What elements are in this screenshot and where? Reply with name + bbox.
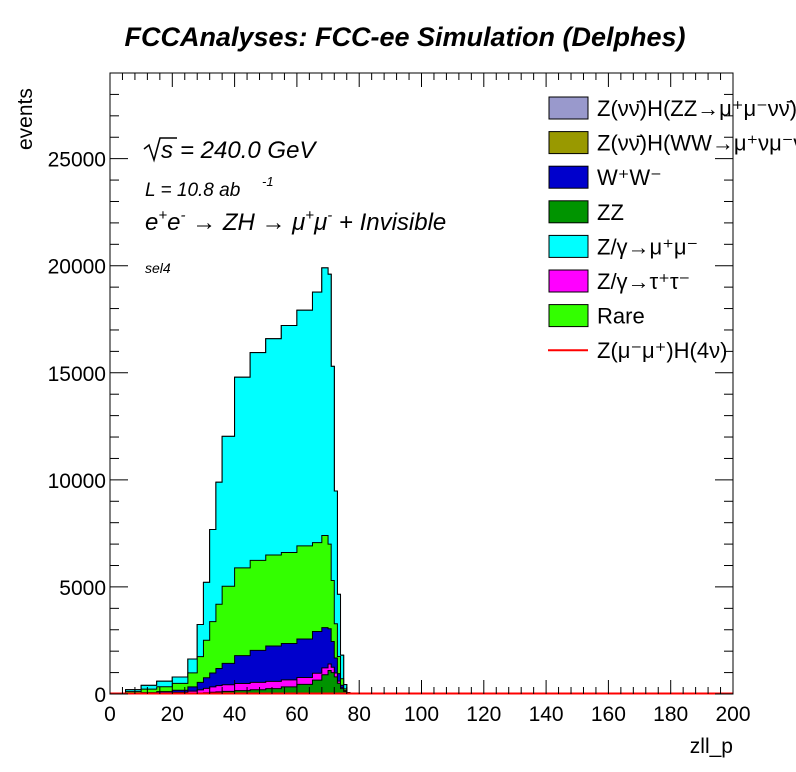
x-tick-label: 20 <box>161 703 184 726</box>
x-tick-label: 180 <box>653 703 688 726</box>
y-axis: 0 5000 10000 15000 20000 25000 <box>48 72 733 707</box>
svg-text:L = 10.8 ab: L = 10.8 ab <box>145 180 240 201</box>
svg-text:= 240.0 GeV: = 240.0 GeV <box>180 137 317 164</box>
x-axis-label: zll_p <box>690 735 733 758</box>
legend-label: Z/γ→τ⁺τ⁻ <box>597 269 690 294</box>
sqrt-symbol <box>143 137 177 163</box>
legend-label: Rare <box>597 304 645 329</box>
legend-swatch <box>548 304 589 328</box>
x-tick-label: 200 <box>715 703 750 726</box>
y-tick-label: 0 <box>94 684 106 707</box>
legend-item-1: Z(νν̄)H(WW→μ⁺νμ⁻ν̄) <box>548 131 796 156</box>
x-tick-label: 40 <box>223 703 246 726</box>
selection-annotation: sel4 <box>145 260 171 276</box>
legend: Z(νν̄)H(ZZ→μ⁺μ⁻νν̄) Z(νν̄)H(WW→μ⁺νμ⁻ν̄) W⁺… <box>548 96 796 363</box>
legend-label: W⁺W⁻ <box>597 165 662 190</box>
legend-label: Z(νν̄)H(WW→μ⁺νμ⁻ν̄) <box>597 131 796 156</box>
x-axis: 0 20 40 60 80 100 120 140 160 180 200 <box>104 73 751 726</box>
y-tick-label: 10000 <box>48 470 106 493</box>
x-tick-label: 0 <box>104 703 116 726</box>
x-tick-label: 120 <box>466 703 501 726</box>
y-tick-label: 15000 <box>48 363 106 386</box>
process-annotation: e+e- → ZH → μ+μ- + Invisible <box>145 207 446 236</box>
legend-swatch <box>548 96 589 120</box>
legend-label: Z(μ⁻μ⁺)H(4ν) <box>597 338 727 363</box>
x-tick-label: 80 <box>348 703 371 726</box>
y-axis-label: events <box>14 88 37 150</box>
legend-item-2: W⁺W⁻ <box>548 165 662 190</box>
chart-title: FCCAnalyses: FCC-ee Simulation (Delphes) <box>124 22 685 52</box>
y-tick-label: 25000 <box>48 149 106 172</box>
svg-text:-1: -1 <box>262 174 274 189</box>
legend-item-3: ZZ <box>548 200 624 225</box>
plot-area <box>109 72 734 695</box>
legend-item-5: Z/γ→τ⁺τ⁻ <box>548 269 690 294</box>
lumi-annotation: L = 10.8 ab -1 <box>145 174 274 201</box>
y-tick-label: 20000 <box>48 256 106 279</box>
legend-label: Z(νν̄)H(ZZ→μ⁺μ⁻νν̄) <box>597 96 796 121</box>
legend-label: Z/γ→μ⁺μ⁻ <box>597 234 698 259</box>
x-tick-label: 160 <box>591 703 626 726</box>
x-tick-label: 100 <box>404 703 439 726</box>
legend-swatch <box>548 131 589 155</box>
sqrt-s-annotation: s = 240.0 GeV <box>143 137 317 164</box>
legend-item-0: Z(νν̄)H(ZZ→μ⁺μ⁻νν̄) <box>548 96 796 121</box>
x-tick-label: 140 <box>529 703 564 726</box>
legend-swatch <box>548 165 589 189</box>
legend-swatch <box>548 200 589 224</box>
svg-text:e+e- → ZH → μ+μ- + Invisible: e+e- → ZH → μ+μ- + Invisible <box>145 207 446 236</box>
legend-swatch <box>548 234 589 258</box>
svg-text:s: s <box>161 137 173 164</box>
x-tick-label: 60 <box>285 703 308 726</box>
legend-item-7: Z(μ⁻μ⁺)H(4ν) <box>548 338 727 363</box>
legend-item-6: Rare <box>548 304 645 329</box>
legend-swatch <box>548 269 589 293</box>
legend-label: ZZ <box>597 200 624 225</box>
legend-item-4: Z/γ→μ⁺μ⁻ <box>548 234 698 259</box>
y-tick-label: 5000 <box>59 577 106 600</box>
annotations: s = 240.0 GeV L = 10.8 ab -1 e+e- → ZH →… <box>143 137 446 276</box>
